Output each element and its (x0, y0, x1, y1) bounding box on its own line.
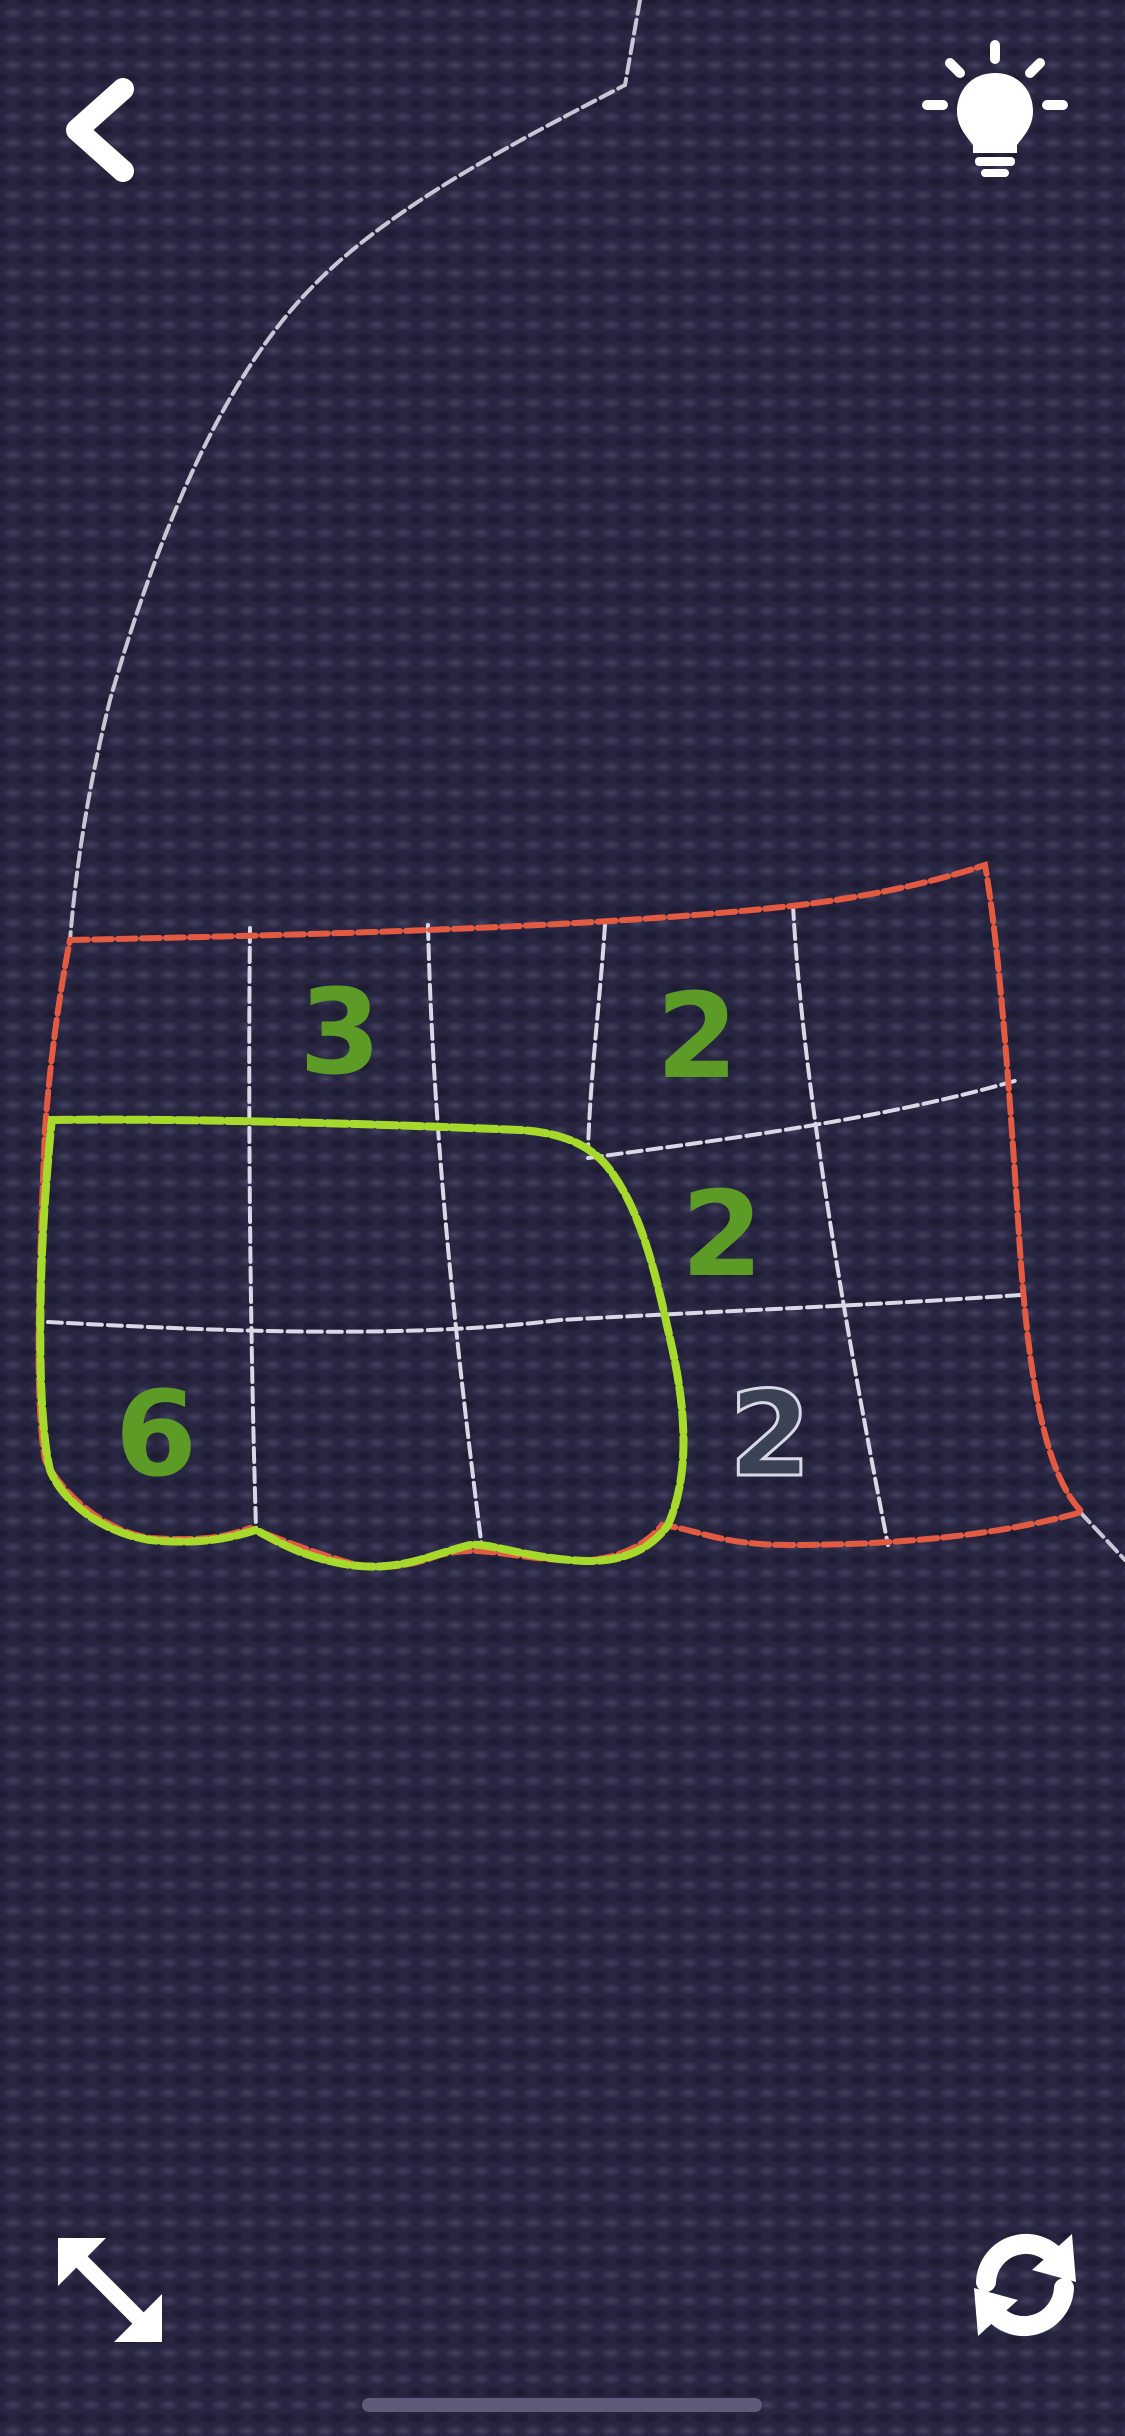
fullscreen-button[interactable] (40, 2220, 180, 2360)
clue-number: 2 (656, 967, 738, 1105)
clue-number: 3 (299, 963, 381, 1101)
expand-arrows-icon (58, 2238, 162, 2342)
guide-thread-tail (1078, 1510, 1125, 1562)
hint-button[interactable] (905, 30, 1085, 190)
grid-threads (46, 903, 1022, 1550)
clue-number: 2 (729, 1365, 811, 1503)
green-region-outline[interactable] (36, 1115, 688, 1571)
restart-button[interactable] (950, 2210, 1100, 2360)
home-indicator (362, 2398, 762, 2412)
back-button[interactable] (40, 60, 160, 200)
guide-thread (68, 0, 642, 942)
refresh-icon (974, 2233, 1076, 2337)
chevron-left-icon (66, 78, 134, 182)
clue-number: 2 (681, 1165, 763, 1303)
lightbulb-icon (922, 40, 1068, 177)
clue-number: 6 (115, 1365, 197, 1503)
